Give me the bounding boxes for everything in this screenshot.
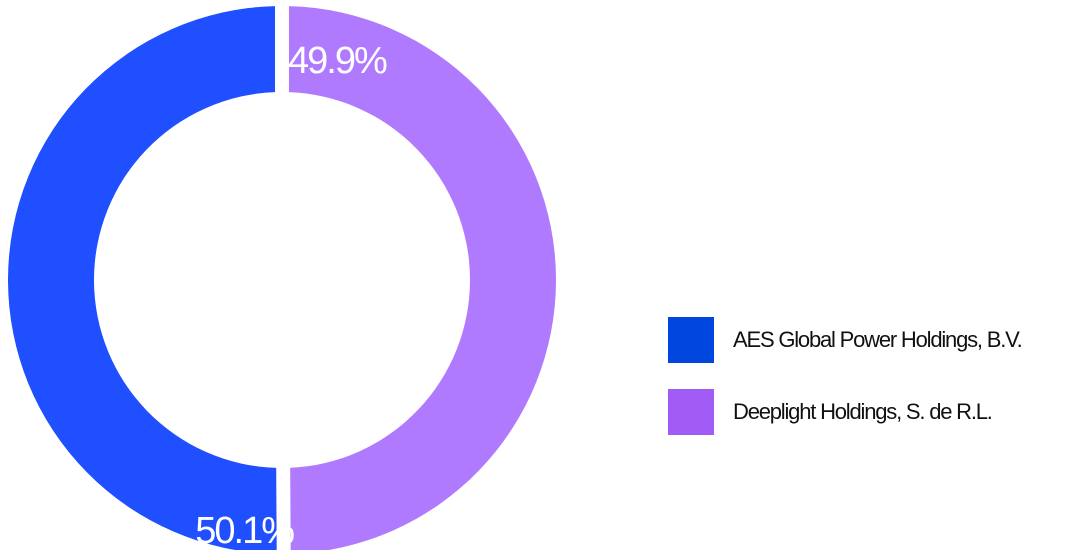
legend-item-deeplight: Deeplight Holdings, S. de R.L. [668,389,1022,435]
legend-item-aes: AES Global Power Holdings, B.V. [668,317,1023,363]
donut-slice-1 [288,6,556,550]
donut-slice-0 [8,6,277,550]
legend-label-aes: AES Global Power Holdings, B.V. [733,327,1023,352]
legend-label-deeplight: Deeplight Holdings, S. de R.L. [733,399,993,424]
legend-swatch-deeplight [668,389,714,435]
legend-swatch-aes [668,317,714,363]
slice-value-label-1: 49.9% [288,40,387,82]
slice-value-label-0: 50.1% [195,510,294,550]
chart-legend: AES Global Power Holdings, B.V. Deepligh… [668,317,1023,461]
